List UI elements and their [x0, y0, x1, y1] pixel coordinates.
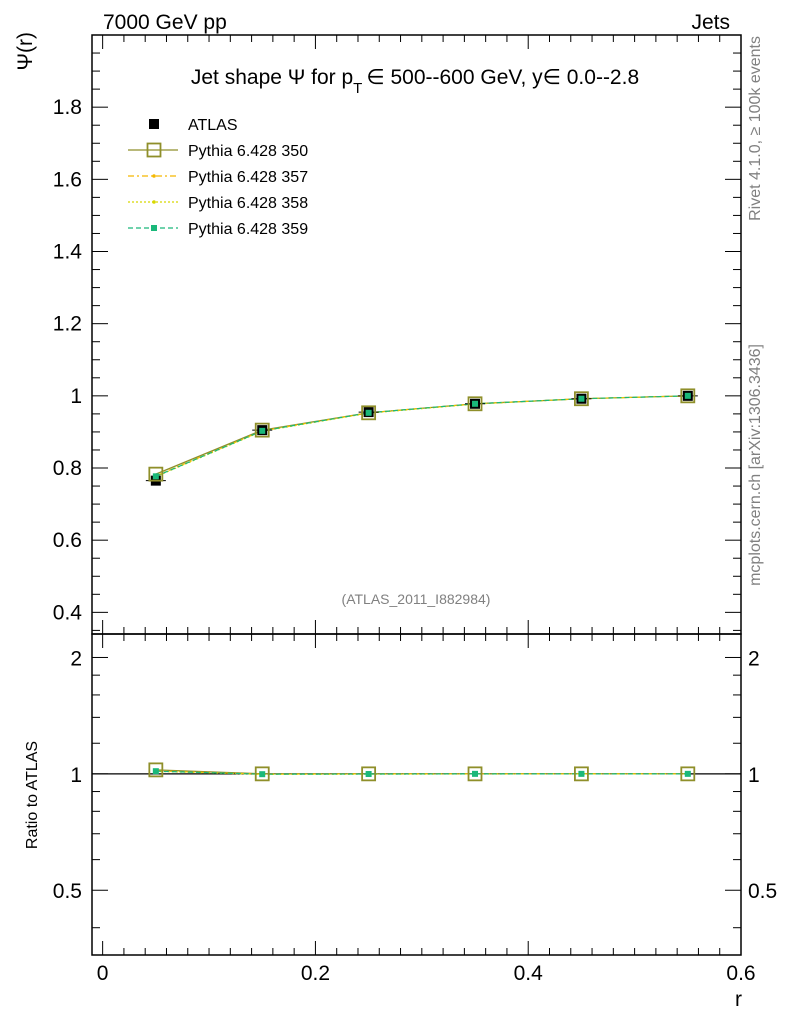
legend-label-3: Pythia 6.428 358 [188, 195, 308, 212]
data-point [259, 427, 266, 434]
data-point [578, 395, 585, 402]
header-right: Jets [691, 11, 730, 34]
side-label-bottom: mcplots.cern.ch [arXiv:1306.3436] [747, 344, 764, 586]
y-tick-label: 1.6 [53, 168, 82, 191]
ratio-tick-label-left: 0.5 [53, 880, 82, 903]
ratio-tick-label-left: 1 [70, 764, 82, 787]
x-tick-label: 0.4 [514, 962, 544, 985]
ratio-point [365, 771, 372, 778]
y-tick-label: 0.4 [53, 601, 83, 624]
legend-label-1: Pythia 6.428 350 [188, 143, 308, 160]
x-tick-label: 0 [97, 962, 109, 985]
ratio-tick-label-right: 2 [748, 647, 760, 670]
data-point [254, 422, 270, 438]
x-tick-label: 0.2 [301, 962, 330, 985]
y-axis-label: Ψ(r) [14, 32, 37, 71]
series-line-4 [155, 395, 688, 477]
legend-label-0: ATLAS [188, 117, 238, 134]
data-point [684, 392, 691, 399]
ratio-tick-label-right: 1 [748, 764, 760, 787]
chart-title-prefix: Jet shape Ψ for p [191, 66, 353, 89]
x-axis-label: r [735, 988, 742, 1011]
ratio-point [574, 766, 589, 782]
legend-marker-2 [152, 174, 156, 178]
y-tick-label: 1 [70, 385, 82, 408]
ratio-point [259, 771, 266, 778]
ratio-point [254, 766, 270, 782]
chart-title-suffix: ∈ 500--600 GeV, y∈ 0.0--2.8 [366, 66, 639, 89]
data-point [472, 400, 479, 407]
data-point [467, 396, 483, 412]
legend-label-2: Pythia 6.428 357 [188, 169, 308, 186]
data-point [365, 409, 372, 416]
data-point [148, 466, 164, 482]
chart-title-subscript: T [353, 80, 362, 97]
ratio-point [361, 766, 377, 782]
legend-marker-3 [152, 200, 156, 204]
ratio-point [472, 770, 479, 777]
legend-marker-0 [149, 119, 159, 129]
legend-marker-1 [146, 142, 162, 158]
y-tick-label: 1.2 [53, 313, 82, 336]
ratio-plot-frame [91, 633, 742, 956]
chart-title: Jet shape Ψ for pT ∈ 500--600 GeV, y∈ 0.0… [191, 66, 639, 97]
x-tick-label: 0.6 [726, 962, 755, 985]
ratio-y-axis-label: Ratio to ATLAS [24, 741, 41, 849]
series-line-2 [155, 395, 688, 477]
data-point [361, 405, 377, 421]
y-tick-label: 1.8 [53, 96, 82, 119]
side-label-top: Rivet 4.1.0, ≥ 100k events [747, 36, 764, 221]
ratio-point [148, 762, 164, 778]
ratio-point [680, 766, 696, 782]
data-point [152, 473, 159, 480]
ratio-point [578, 770, 585, 777]
watermark: (ATLAS_2011_I882984) [342, 591, 491, 607]
data-point [680, 388, 696, 404]
y-tick-label: 0.8 [53, 457, 82, 480]
y-tick-label: 1.4 [53, 241, 83, 264]
series-line-1 [155, 395, 688, 475]
ratio-point [684, 770, 691, 777]
header-left: 7000 GeV pp [103, 11, 227, 34]
ratio-tick-label-left: 2 [70, 647, 82, 670]
y-tick-label: 0.6 [53, 529, 82, 552]
ratio-line-4 [155, 770, 688, 775]
ratio-point [467, 766, 483, 782]
ratio-tick-label-right: 0.5 [748, 880, 777, 903]
legend-label-4: Pythia 6.428 359 [188, 221, 308, 238]
ratio-point [152, 768, 159, 775]
data-point [574, 391, 589, 407]
legend-marker-4 [151, 225, 157, 231]
